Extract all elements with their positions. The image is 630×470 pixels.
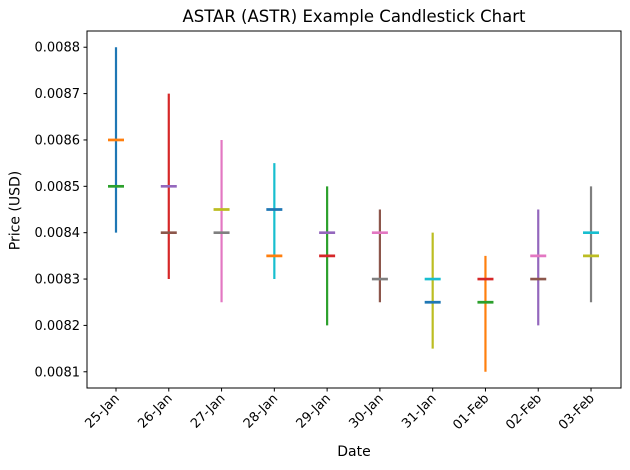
x-tick-label: 25-Jan xyxy=(83,391,123,431)
y-tick-label: 0.0084 xyxy=(35,226,81,241)
x-tick-label: 02-Feb xyxy=(503,391,545,433)
y-tick-label: 0.0085 xyxy=(35,180,81,195)
y-tick-label: 0.0086 xyxy=(35,133,81,148)
chart-title: ASTAR (ASTR) Example Candlestick Chart xyxy=(182,7,526,26)
x-tick-label: 01-Feb xyxy=(450,391,492,433)
x-axis-label: Date xyxy=(337,444,371,460)
x-tick-label: 26-Jan xyxy=(135,391,175,431)
y-tick-label: 0.0087 xyxy=(35,87,81,102)
y-tick-label: 0.0081 xyxy=(35,365,81,380)
x-tick-label: 03-Feb xyxy=(556,391,598,433)
x-tick-label: 30-Jan xyxy=(346,391,386,431)
axes-frame xyxy=(86,30,622,389)
x-tick-label: 31-Jan xyxy=(399,391,439,431)
y-tick-label: 0.0083 xyxy=(35,273,81,288)
x-tick-label: 29-Jan xyxy=(294,391,334,431)
x-tick-label: 27-Jan xyxy=(188,391,228,431)
x-tick-label: 28-Jan xyxy=(241,391,281,431)
y-tick-label: 0.0082 xyxy=(35,319,81,334)
y-tick-label: 0.0088 xyxy=(35,41,81,56)
